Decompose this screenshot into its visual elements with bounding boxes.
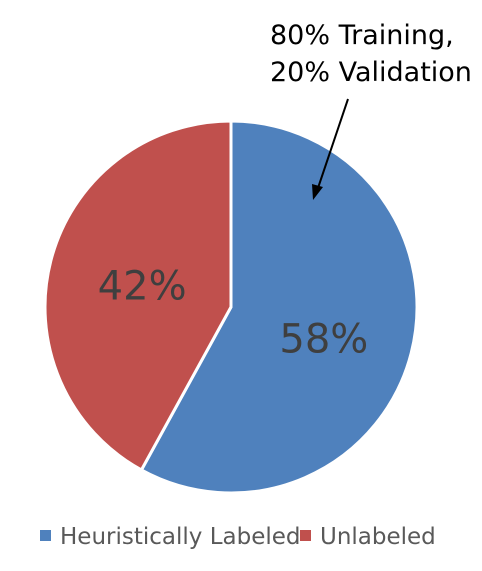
- legend-swatch-unlabeled: [300, 530, 311, 541]
- annotation-arrow: [317, 98, 349, 189]
- annotation: 80% Training, 20% Validation: [270, 20, 472, 200]
- annotation-line-1: 80% Training,: [270, 20, 454, 51]
- legend-label-heuristically-labeled: Heuristically Labeled: [60, 524, 301, 550]
- annotation-arrowhead: [312, 184, 323, 200]
- pie-slice-labels: 58% 42%: [98, 264, 369, 363]
- pie-slice-heuristically-labeled: [139, 119, 419, 495]
- legend-swatch-heuristically-labeled: [40, 530, 51, 541]
- legend-label-unlabeled: Unlabeled: [320, 524, 436, 550]
- pie-slices: [43, 119, 419, 495]
- pie-slice-label-unlabeled: 42%: [98, 264, 187, 310]
- annotation-line-2: 20% Validation: [270, 57, 472, 88]
- legend: Heuristically Labeled Unlabeled: [40, 524, 436, 550]
- pie-slice-label-heuristically-labeled: 58%: [279, 316, 368, 362]
- pie-slice-unlabeled: [43, 119, 233, 472]
